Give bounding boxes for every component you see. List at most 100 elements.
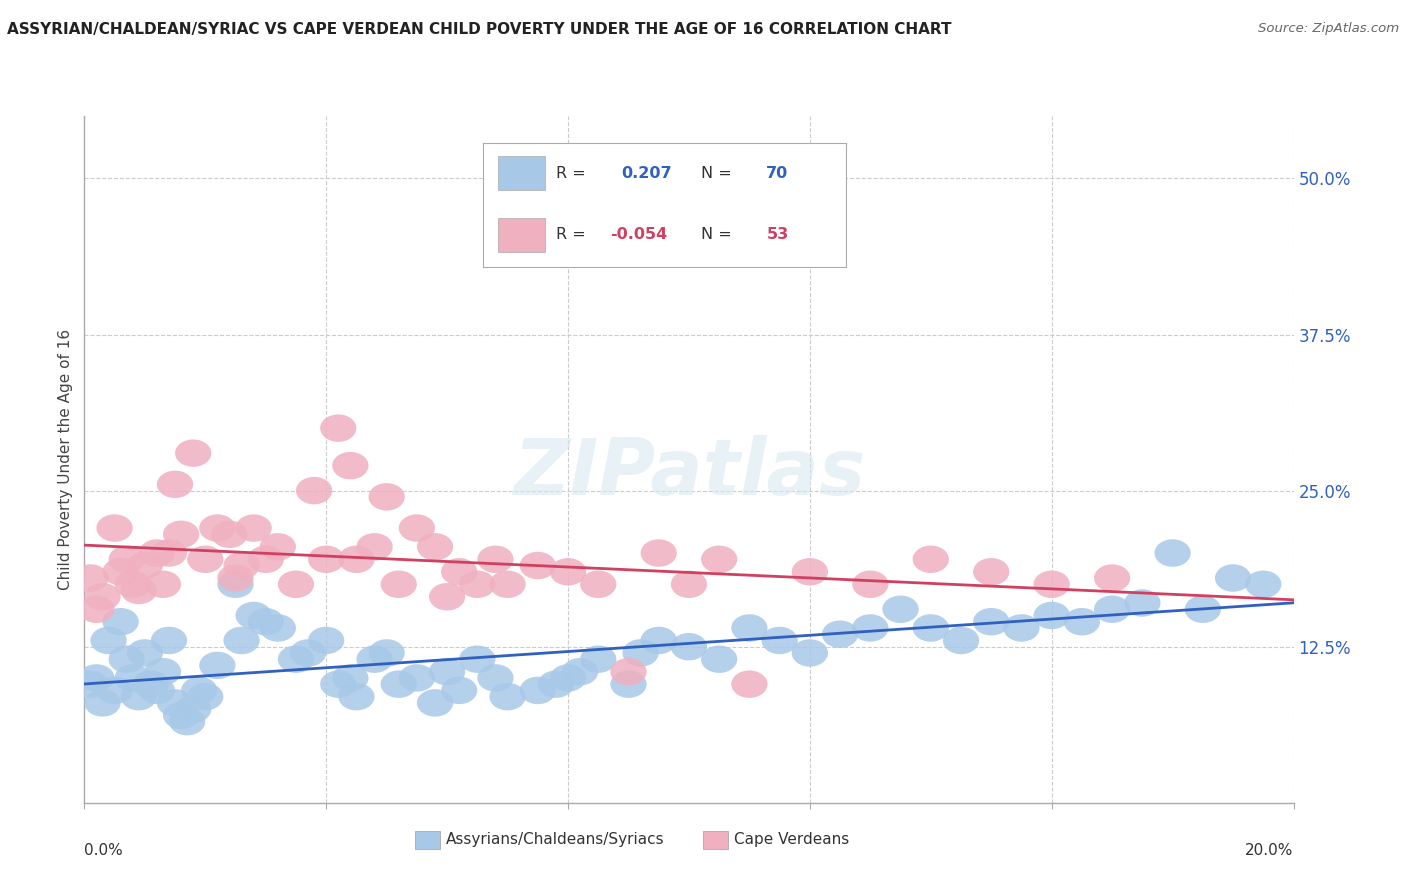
Ellipse shape (163, 521, 200, 548)
Ellipse shape (236, 602, 271, 629)
Ellipse shape (489, 683, 526, 710)
Ellipse shape (121, 577, 157, 604)
Ellipse shape (883, 596, 918, 623)
Ellipse shape (108, 646, 145, 673)
Ellipse shape (1064, 608, 1099, 635)
Ellipse shape (623, 640, 658, 666)
Y-axis label: Child Poverty Under the Age of 16: Child Poverty Under the Age of 16 (58, 329, 73, 590)
Text: ZIPatlas: ZIPatlas (513, 435, 865, 511)
Ellipse shape (79, 665, 115, 691)
Ellipse shape (581, 646, 616, 673)
Ellipse shape (278, 646, 314, 673)
Ellipse shape (381, 571, 418, 598)
Ellipse shape (550, 665, 586, 691)
Ellipse shape (139, 677, 176, 704)
Ellipse shape (762, 627, 797, 654)
Ellipse shape (200, 515, 236, 541)
Ellipse shape (278, 571, 314, 598)
Ellipse shape (538, 671, 574, 698)
Ellipse shape (381, 671, 418, 698)
Ellipse shape (399, 515, 434, 541)
Ellipse shape (218, 565, 253, 591)
Ellipse shape (912, 546, 949, 573)
Ellipse shape (702, 646, 737, 673)
Text: Cape Verdeans: Cape Verdeans (734, 832, 849, 847)
Ellipse shape (321, 415, 357, 442)
Ellipse shape (823, 621, 858, 648)
Ellipse shape (1033, 602, 1070, 629)
Ellipse shape (702, 546, 737, 573)
Ellipse shape (460, 646, 495, 673)
Ellipse shape (187, 546, 224, 573)
Ellipse shape (321, 671, 357, 698)
Ellipse shape (520, 552, 555, 579)
Ellipse shape (103, 608, 139, 635)
Ellipse shape (200, 652, 236, 679)
Ellipse shape (339, 546, 374, 573)
Ellipse shape (399, 665, 434, 691)
Ellipse shape (115, 665, 150, 691)
Ellipse shape (247, 546, 284, 573)
Ellipse shape (852, 615, 889, 641)
Ellipse shape (224, 627, 260, 654)
Ellipse shape (489, 571, 526, 598)
Ellipse shape (973, 608, 1010, 635)
Ellipse shape (562, 658, 599, 685)
Ellipse shape (260, 615, 297, 641)
Ellipse shape (308, 546, 344, 573)
Ellipse shape (460, 571, 495, 598)
Ellipse shape (1154, 540, 1191, 566)
Ellipse shape (174, 696, 211, 723)
Ellipse shape (157, 471, 193, 498)
Ellipse shape (912, 615, 949, 641)
Ellipse shape (731, 615, 768, 641)
Ellipse shape (79, 596, 115, 623)
Ellipse shape (357, 646, 392, 673)
Ellipse shape (418, 533, 453, 560)
Ellipse shape (852, 571, 889, 598)
Ellipse shape (1125, 590, 1160, 616)
Ellipse shape (290, 640, 326, 666)
Ellipse shape (157, 690, 193, 716)
Ellipse shape (218, 571, 253, 598)
Ellipse shape (973, 558, 1010, 585)
Ellipse shape (368, 483, 405, 510)
Ellipse shape (357, 533, 392, 560)
Ellipse shape (127, 552, 163, 579)
Ellipse shape (72, 565, 108, 591)
Ellipse shape (441, 677, 478, 704)
Ellipse shape (332, 452, 368, 479)
Ellipse shape (671, 633, 707, 660)
Ellipse shape (429, 583, 465, 610)
Ellipse shape (1185, 596, 1220, 623)
Ellipse shape (731, 671, 768, 698)
Ellipse shape (418, 690, 453, 716)
Ellipse shape (108, 546, 145, 573)
Ellipse shape (90, 627, 127, 654)
Ellipse shape (181, 677, 218, 704)
Ellipse shape (97, 515, 132, 541)
Ellipse shape (368, 640, 405, 666)
Text: Assyrians/Chaldeans/Syriacs: Assyrians/Chaldeans/Syriacs (446, 832, 664, 847)
Ellipse shape (1094, 565, 1130, 591)
Ellipse shape (1094, 596, 1130, 623)
Ellipse shape (84, 690, 121, 716)
Ellipse shape (308, 627, 344, 654)
Ellipse shape (550, 558, 586, 585)
Ellipse shape (132, 671, 169, 698)
Ellipse shape (150, 627, 187, 654)
Ellipse shape (581, 571, 616, 598)
Ellipse shape (163, 702, 200, 729)
Ellipse shape (169, 708, 205, 735)
Ellipse shape (247, 608, 284, 635)
Ellipse shape (332, 665, 368, 691)
Ellipse shape (1033, 571, 1070, 598)
Ellipse shape (103, 558, 139, 585)
Ellipse shape (97, 677, 132, 704)
Ellipse shape (127, 640, 163, 666)
Ellipse shape (72, 671, 108, 698)
Ellipse shape (295, 477, 332, 504)
Ellipse shape (150, 540, 187, 566)
Ellipse shape (174, 440, 211, 467)
Ellipse shape (115, 571, 150, 598)
